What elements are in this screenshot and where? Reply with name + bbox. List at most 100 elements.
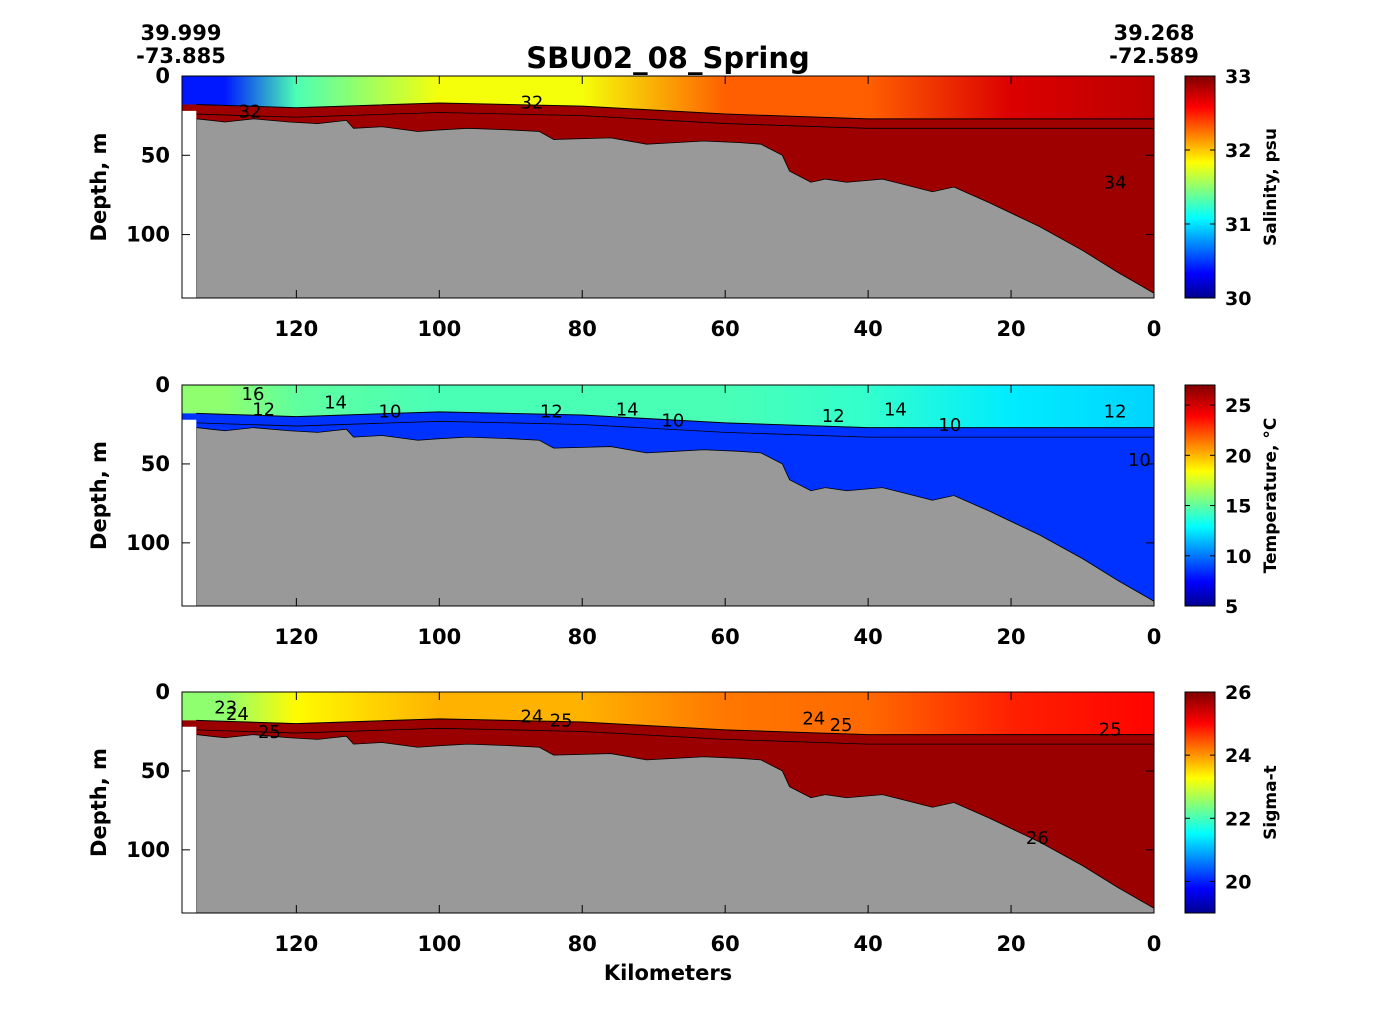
axes-box — [181, 691, 1155, 914]
right-latitude: 39.268 — [1113, 21, 1194, 45]
colorbar-tick-label: 15 — [1225, 496, 1251, 518]
colorbar-tick-label: 10 — [1225, 546, 1251, 568]
no-data-region — [182, 726, 197, 913]
x-tick-label: 120 — [274, 317, 318, 341]
x-tick-label: 100 — [417, 625, 461, 649]
contour-label: 10 — [938, 415, 961, 436]
contour-label: 24 — [520, 706, 543, 727]
x-tick-label: 20 — [996, 625, 1025, 649]
bathymetry — [195, 118, 1154, 298]
plot-area: 32 32 34 — [182, 76, 1154, 298]
x-tick-label: 40 — [854, 625, 883, 649]
contour-label: 25 — [1099, 720, 1122, 741]
y-tick-label: 100 — [126, 223, 170, 247]
surface-layer-fill — [182, 385, 1154, 428]
colorbar-tick-label: 33 — [1225, 66, 1251, 88]
contour-line — [196, 411, 1154, 429]
bathymetry — [195, 734, 1154, 913]
x-tick-label: 20 — [996, 932, 1025, 956]
x-tick-label: 80 — [568, 625, 597, 649]
y-tick-label: 0 — [155, 373, 170, 397]
x-tick-label: 60 — [711, 932, 740, 956]
y-tick-label: 50 — [141, 143, 170, 167]
y-tick-label: 0 — [155, 64, 170, 88]
contour-label: 24 — [226, 704, 249, 725]
contour-label: 25 — [258, 722, 281, 743]
x-tick-label: 120 — [274, 625, 318, 649]
x-tick-label: 80 — [568, 932, 597, 956]
y-tick-label: 50 — [141, 759, 170, 783]
contour-label: 14 — [324, 393, 347, 414]
colorbar — [1184, 75, 1216, 299]
right-longitude: -72.589 — [1109, 44, 1199, 68]
x-tick-label: 80 — [568, 317, 597, 341]
y-axis-label: Depth, m — [87, 441, 111, 550]
x-tick-label: 0 — [1147, 932, 1162, 956]
colorbar — [1184, 384, 1216, 607]
x-tick-label: 60 — [711, 317, 740, 341]
contour-label: 12 — [252, 399, 275, 420]
contour-label: 14 — [884, 399, 907, 420]
contour-label: 26 — [1026, 828, 1049, 849]
x-tick-label: 120 — [274, 932, 318, 956]
y-tick-label: 0 — [155, 680, 170, 704]
colorbar-label: Sigma-t — [1261, 765, 1281, 840]
x-tick-label: 60 — [711, 625, 740, 649]
x-tick-label: 100 — [417, 317, 461, 341]
contour-line — [196, 727, 1154, 745]
bathymetry — [195, 427, 1154, 606]
y-tick-label: 50 — [141, 452, 170, 476]
colorbar — [1184, 691, 1216, 914]
contour-label: 32 — [520, 93, 543, 114]
contour-label: 25 — [830, 715, 853, 736]
contour-line — [196, 420, 1154, 438]
contour-line — [196, 718, 1154, 736]
x-tick-label: 100 — [417, 932, 461, 956]
contour-label: 10 — [661, 410, 684, 431]
figure-title: SBU02_08_Spring — [526, 41, 810, 75]
contour-label: 10 — [1128, 450, 1151, 471]
x-tick-label: 0 — [1147, 625, 1162, 649]
y-axis-label: Depth, m — [87, 133, 111, 242]
colorbar-tick-label: 20 — [1225, 871, 1251, 893]
colorbar-tick-label: 32 — [1225, 140, 1251, 162]
x-tick-label: 40 — [854, 932, 883, 956]
contour-label: 34 — [1104, 173, 1127, 194]
contour-label: 12 — [822, 406, 845, 427]
surface-layer-fill — [182, 76, 1154, 119]
contour-line — [196, 112, 1154, 129]
colorbar-label: Temperature, °C — [1261, 418, 1281, 574]
y-tick-label: 100 — [126, 531, 170, 555]
contour-label: 12 — [540, 402, 563, 423]
contour-label: 10 — [379, 402, 402, 423]
x-tick-label: 20 — [996, 317, 1025, 341]
colorbar-tick-label: 22 — [1225, 808, 1251, 830]
colorbar-tick-label: 5 — [1225, 596, 1238, 618]
axes-box — [181, 75, 1155, 299]
no-data-region — [182, 110, 197, 298]
contour-label: 14 — [616, 399, 639, 420]
no-data-region — [182, 419, 197, 606]
y-tick-label: 100 — [126, 838, 170, 862]
contour-label: 16 — [242, 384, 265, 405]
colorbar-tick-label: 24 — [1225, 745, 1251, 767]
contour-label: 25 — [550, 711, 573, 732]
colorbar-label: Salinity, psu — [1261, 128, 1281, 246]
y-axis-label: Depth, m — [87, 748, 111, 857]
axes-box — [181, 384, 1155, 607]
x-tick-label: 0 — [1147, 317, 1162, 341]
left-latitude: 39.999 — [140, 21, 221, 45]
contour-line — [196, 102, 1154, 120]
contour-label: 12 — [1104, 402, 1127, 423]
x-tick-label: 40 — [854, 317, 883, 341]
colorbar-tick-label: 30 — [1225, 288, 1251, 310]
contour-label: 24 — [802, 709, 825, 730]
colorbar-tick-label: 26 — [1225, 682, 1251, 704]
panel-salinity: 32 32 34 120 100 80 60 40 20 0 0 50 100 Depth, m 30 31 3… — [87, 64, 1281, 341]
